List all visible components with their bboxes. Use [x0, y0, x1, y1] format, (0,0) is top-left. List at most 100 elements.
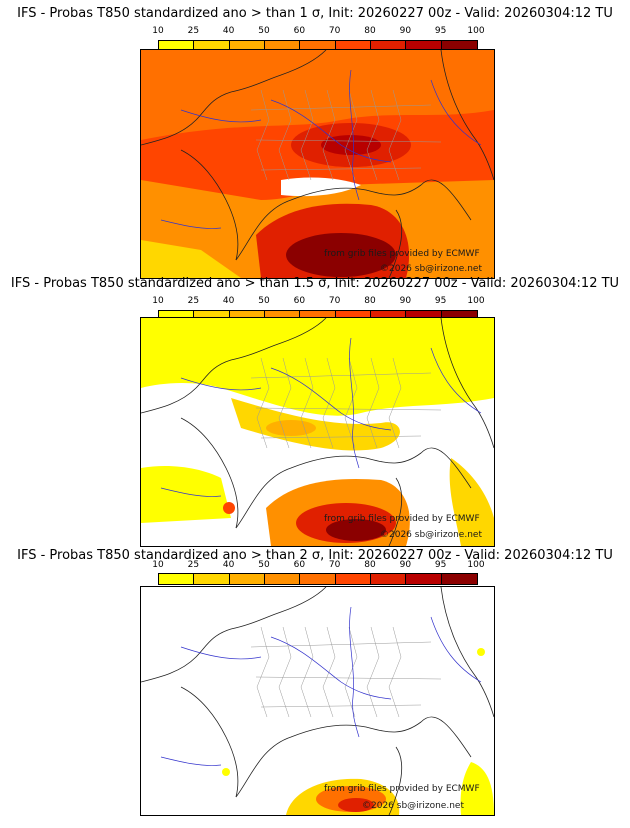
admin-boundary — [366, 357, 380, 449]
corsica-coast — [388, 209, 403, 278]
colorbar-tick-label: 40 — [222, 296, 235, 306]
admin-boundary — [300, 626, 314, 718]
colorbar-segment — [441, 574, 477, 584]
river — [180, 646, 262, 660]
map-2[interactable] — [140, 317, 495, 547]
river — [349, 69, 360, 201]
map-2-svg — [141, 318, 494, 546]
colorbar-segment — [194, 41, 230, 51]
prob-field-spot — [222, 768, 230, 776]
colorbar-tick-label: 50 — [258, 26, 270, 36]
prob-field-base — [141, 587, 494, 815]
colorbar-tick-label: 60 — [293, 26, 306, 36]
river — [430, 79, 482, 146]
admin-boundary — [278, 89, 292, 181]
colorbar-tick-label: 95 — [434, 26, 447, 36]
admin-boundary — [322, 626, 336, 718]
prob-field-band — [141, 318, 494, 416]
colorbar-tick-label: 90 — [399, 26, 412, 36]
colorbar-tick-label: 80 — [364, 26, 376, 36]
river — [430, 616, 482, 683]
colorbar-tick-label: 90 — [399, 560, 412, 570]
colorbar-tick-label: 25 — [187, 26, 200, 36]
colorbar-segment — [406, 311, 442, 321]
admin-boundary — [300, 89, 314, 181]
river — [349, 606, 360, 738]
map-3-svg — [141, 587, 494, 815]
prob-field-core — [321, 135, 381, 155]
corsica-coast — [388, 746, 403, 815]
admin-boundary — [322, 89, 336, 181]
coastline-south — [235, 447, 472, 529]
prob-field-gap — [281, 177, 361, 197]
river — [180, 377, 262, 391]
map-1[interactable] — [140, 49, 495, 279]
colorbar-segment — [370, 311, 407, 321]
prob-field-east — [449, 458, 494, 546]
colorbar-segment — [335, 311, 371, 321]
prob-field-sea-core — [326, 519, 386, 541]
colorbar-tick-label: 95 — [434, 296, 447, 306]
colorbar-segment — [194, 574, 230, 584]
admin-boundary — [278, 626, 292, 718]
admin-boundary — [256, 357, 270, 449]
panel-2: IFS - Probas T850 standardized ano > tha… — [0, 276, 630, 547]
admin-boundary — [322, 357, 336, 449]
admin-boundary — [256, 626, 270, 718]
map-3[interactable] — [140, 586, 495, 816]
credit-copyright: ©2026 sb@irizone.net — [380, 530, 482, 540]
colorbar-ticks: 10 25 40 50 60 70 80 90 95 100 — [0, 560, 630, 573]
colorbar-segment — [300, 311, 336, 321]
colorbar-segment — [159, 311, 195, 321]
colorbar-segment — [406, 574, 442, 584]
colorbar-tick-label: 100 — [467, 296, 485, 306]
colorbar-segment — [264, 311, 301, 321]
colorbar-tick-label: 40 — [222, 26, 235, 36]
panel-1: IFS - Probas T850 standardized ano > tha… — [0, 6, 630, 279]
prob-field-east — [460, 762, 494, 815]
coastline-north — [141, 318, 327, 414]
colorbar-tick-label: 10 — [152, 26, 164, 36]
admin-boundary — [344, 89, 358, 181]
river — [430, 347, 482, 414]
colorbar-segment — [441, 41, 477, 51]
admin-boundary — [300, 357, 314, 449]
colorbar-tick-label: 10 — [152, 296, 164, 306]
colorbar-tick-label: 90 — [399, 296, 412, 306]
colorbar-ticks: 10 25 40 50 60 70 80 90 95 100 — [0, 296, 630, 309]
coastline-west — [180, 149, 239, 261]
prob-field-spot — [266, 420, 316, 436]
colorbar-tick-label: 95 — [434, 560, 447, 570]
credit-source: from grib files provided by ECMWF — [324, 784, 480, 794]
admin-boundary — [256, 89, 270, 181]
admin-boundary — [388, 89, 402, 181]
prob-field-spot — [223, 502, 235, 514]
corsica-coast — [388, 477, 403, 546]
colorbar-tick-label: 80 — [364, 560, 376, 570]
coastline-south — [235, 716, 472, 798]
coastline-west — [180, 686, 239, 798]
credit-copyright: ©2026 sb@irizone.net — [362, 801, 464, 811]
panel-2-title: IFS - Probas T850 standardized ano > tha… — [10, 276, 620, 291]
prob-field-sea-core — [338, 798, 374, 812]
coastline-north — [141, 587, 327, 683]
coastline-east — [440, 587, 494, 718]
colorbar-segment — [441, 311, 477, 321]
colorbar-segment — [194, 311, 230, 321]
colorbar-segment — [335, 41, 371, 51]
colorbar-tick-label: 100 — [467, 560, 485, 570]
colorbar-tick-label: 80 — [364, 296, 376, 306]
river — [349, 337, 360, 469]
river — [270, 367, 392, 431]
colorbar-tick-label: 50 — [258, 560, 270, 570]
coastline-east — [440, 318, 494, 449]
credit-copyright: ©2026 sb@irizone.net — [380, 264, 482, 274]
colorbar-segment — [229, 41, 265, 51]
colorbar-segment — [370, 574, 407, 584]
colorbar-tick-label: 70 — [328, 26, 341, 36]
admin-boundary — [250, 104, 442, 171]
river — [180, 109, 262, 123]
admin-boundary — [366, 89, 380, 181]
colorbar-segment — [370, 41, 407, 51]
colorbar-segment — [264, 574, 301, 584]
